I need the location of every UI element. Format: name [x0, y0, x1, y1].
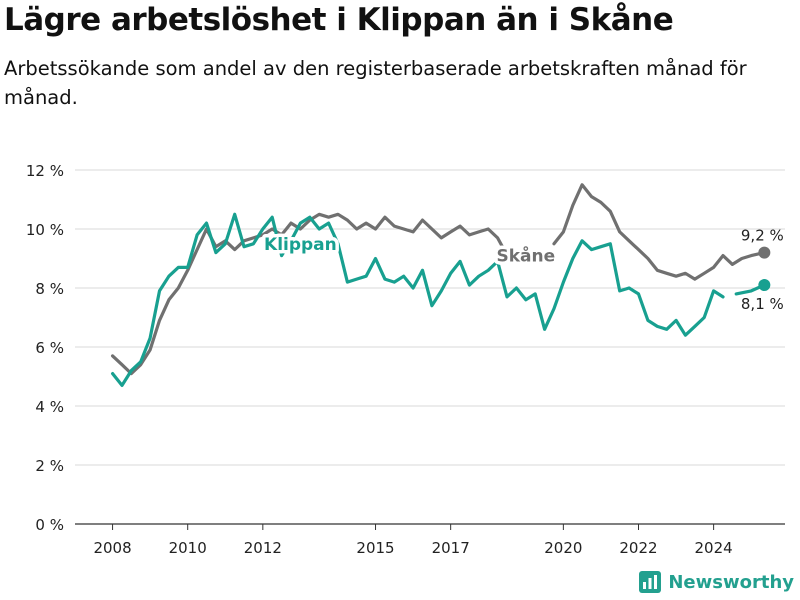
y-tick-label: 4 % — [35, 398, 64, 416]
x-tick-label: 2017 — [432, 539, 470, 557]
y-tick-label: 10 % — [26, 221, 64, 239]
end-value-label-klippan: 8,1 % — [741, 295, 784, 313]
y-tick-label: 6 % — [35, 339, 64, 357]
grid-lines — [75, 169, 785, 525]
series-line-skane-segment-2 — [552, 183, 766, 281]
series-label-skane: Skåne — [496, 245, 555, 267]
x-tick-label: 2022 — [619, 539, 657, 557]
x-tick-label: 2015 — [356, 539, 394, 557]
end-point-skane — [758, 246, 771, 259]
x-tick-label: 2012 — [244, 539, 282, 557]
newsworthy-logo-icon — [639, 571, 662, 593]
x-tick-label: 2010 — [169, 539, 207, 557]
series-lines — [111, 183, 771, 387]
y-tick-label: 8 % — [35, 280, 64, 298]
x-axis: 2008 2010 2012 2015 2017 2020 2022 2024 — [93, 524, 733, 557]
x-tick-label: 2024 — [695, 539, 733, 557]
brand-logo: Newsworthy — [638, 570, 794, 594]
y-axis: 0 % 2 % 4 % 6 % 8 % 10 % 12 % — [26, 162, 64, 534]
end-point-klippan — [758, 279, 771, 292]
end-value-label-skane: 9,2 % — [741, 227, 784, 245]
x-tick-label: 2020 — [544, 539, 582, 557]
y-tick-label: 2 % — [35, 457, 64, 475]
series-label-klippan: Klippan — [264, 235, 337, 255]
y-tick-label: 12 % — [26, 162, 64, 180]
series-label-halo: Skåne — [496, 245, 555, 267]
brand-name: Newsworthy — [668, 571, 794, 593]
page-subtitle: Arbetssökande som andel av den registerb… — [4, 57, 747, 109]
series-line-skane — [111, 212, 506, 376]
series-line-klippan — [111, 212, 725, 387]
page-title: Lägre arbetslöshet i Klippan än i Skåne — [4, 2, 674, 38]
x-tick-label: 2008 — [93, 539, 131, 557]
y-tick-label: 0 % — [35, 516, 64, 534]
series-label-halo: Klippan — [264, 235, 337, 255]
